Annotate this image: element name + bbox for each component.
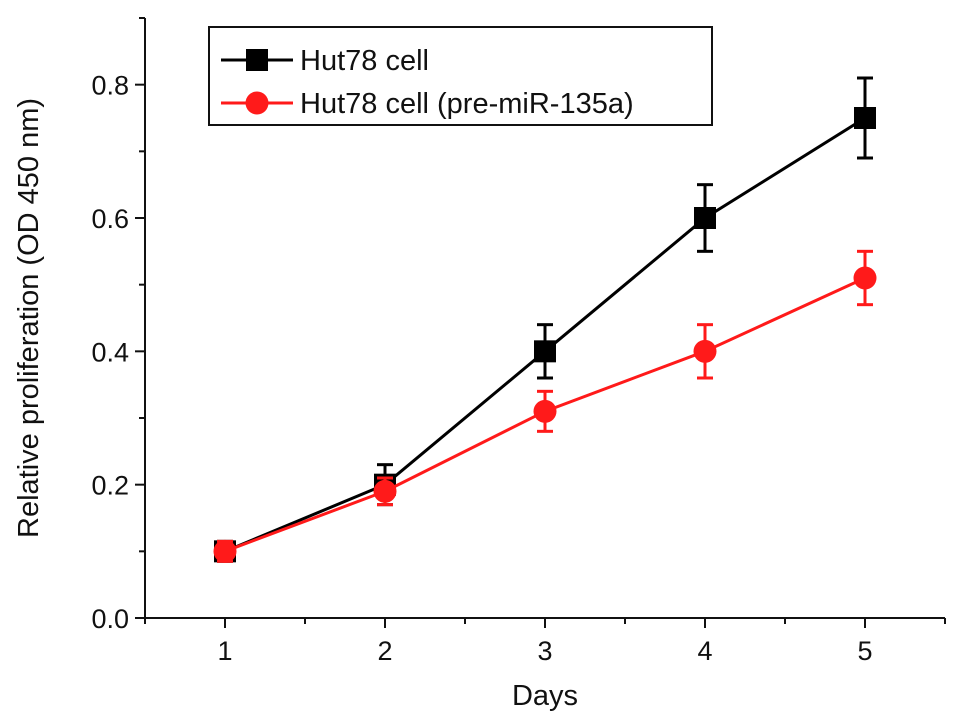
legend-marker xyxy=(246,49,268,71)
y-tick-label: 0.0 xyxy=(91,604,129,634)
x-tick-label: 2 xyxy=(377,636,392,666)
legend-label: Hut78 cell (pre-miR-135a) xyxy=(300,88,634,120)
legend-label: Hut78 cell xyxy=(300,45,429,77)
data-point xyxy=(213,539,237,563)
legend-marker xyxy=(245,91,269,115)
y-ticks: 0.0 0.2 0.4 0.6 0.8 xyxy=(91,17,145,634)
data-point xyxy=(853,266,877,290)
y-tick-label: 0.6 xyxy=(91,204,129,234)
x-tick-label: 3 xyxy=(537,636,552,666)
legend-item-2: Hut78 cell (pre-miR-135a) xyxy=(221,88,634,120)
y-tick-label: 0.8 xyxy=(91,71,129,101)
series-2 xyxy=(213,249,877,563)
x-tick-label: 1 xyxy=(217,636,232,666)
data-point xyxy=(373,479,397,503)
x-tick-label: 5 xyxy=(857,636,872,666)
y-tick-label: 0.2 xyxy=(91,471,129,501)
data-point xyxy=(694,207,716,229)
data-point xyxy=(693,339,717,363)
series-1 xyxy=(214,76,876,563)
data-point xyxy=(534,340,556,363)
data-point xyxy=(854,107,876,129)
x-axis-title: Days xyxy=(512,680,578,712)
series-layer xyxy=(213,76,877,563)
legend-item-1: Hut78 cell xyxy=(221,45,429,77)
legend-box xyxy=(208,26,713,126)
x-ticks: 1 2 3 4 5 xyxy=(144,618,946,666)
x-tick-label: 4 xyxy=(697,636,712,666)
y-tick-label: 0.4 xyxy=(91,337,129,367)
y-axis-title: Relative proliferation (OD 450 nm) xyxy=(13,98,45,538)
legend-items: Hut78 cell Hut78 cell (pre-miR-135a) xyxy=(221,45,634,120)
data-point xyxy=(533,399,557,423)
legend: Hut78 cell Hut78 cell (pre-miR-135a) xyxy=(208,26,713,126)
